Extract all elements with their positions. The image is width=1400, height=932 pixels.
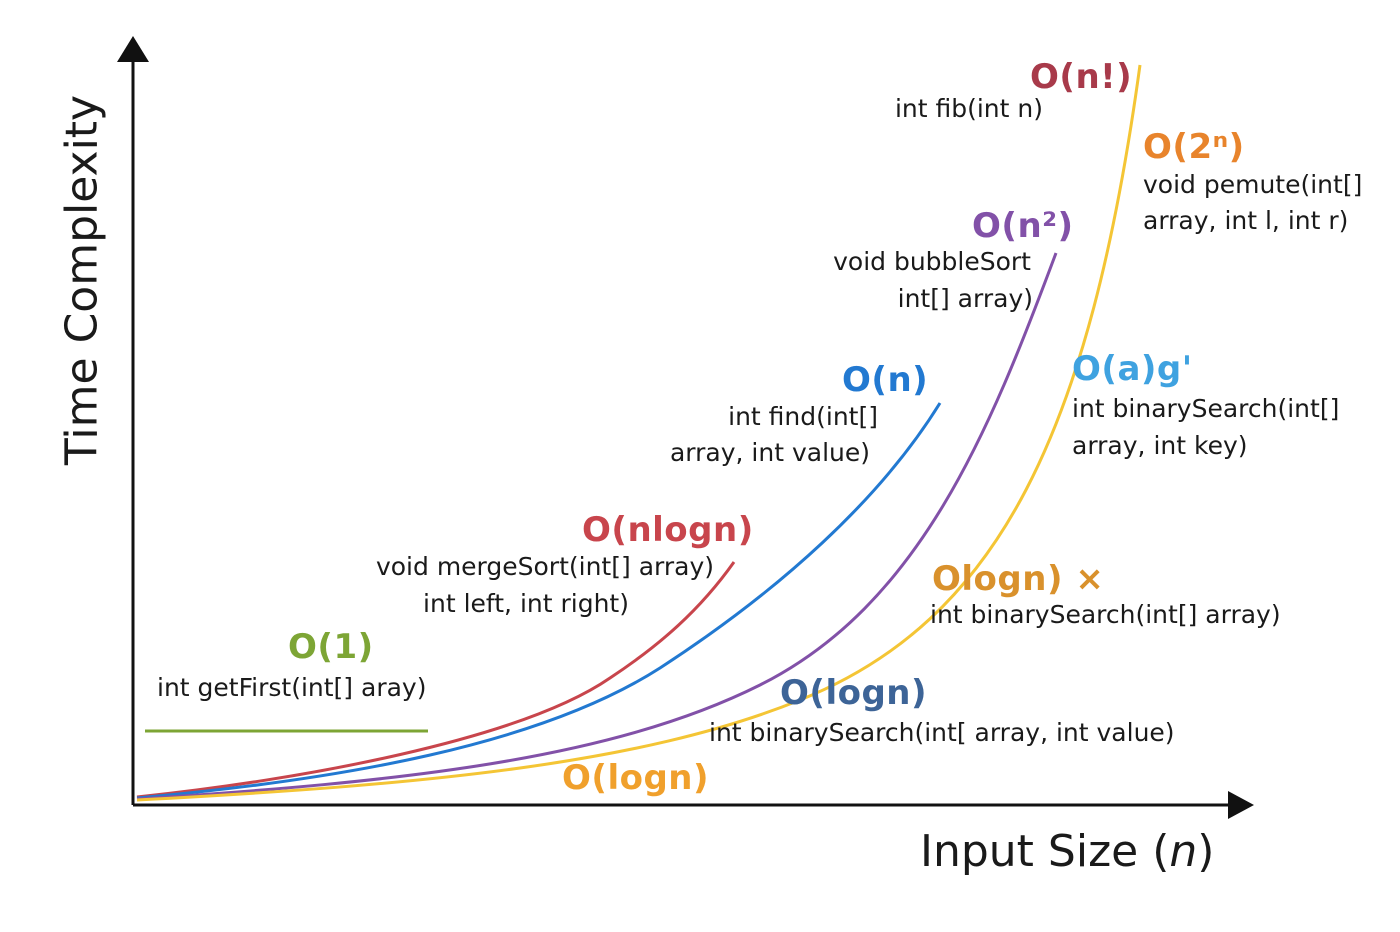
y-axis-arrow-icon [117, 36, 149, 62]
x-axis-title: Input Size (n) [920, 826, 1215, 877]
factorial-label: O(n!) [1030, 57, 1133, 97]
n-code-line2: array, int value) [669, 438, 870, 467]
n2-code-line1: void bubbleSort [833, 247, 1031, 276]
x-axis-arrow-icon [1228, 791, 1254, 819]
n2-label: O(n²) [972, 206, 1074, 246]
curve-nlogn [136, 561, 736, 799]
oag-code-line1: int binarySearch(int[] [1072, 394, 1340, 423]
pow2-label: O(2ⁿ) [1143, 127, 1245, 167]
logn-blue-code: int binarySearch(int[ array, int value) [709, 718, 1175, 747]
pow2-code-line2: array, int l, int r) [1143, 206, 1349, 235]
logn-blue-label: O(logn) [780, 673, 928, 713]
logn-orange-code: int binarySearch(int[] array) [930, 600, 1281, 629]
curve-n [136, 402, 942, 800]
curve-exponential [136, 64, 1142, 802]
y-axis-title: Time Complexity [56, 94, 108, 466]
n-label: O(n) [842, 360, 929, 400]
n-code-line1: int find(int[] [728, 402, 878, 431]
nlogn-code-line1: void mergeSort(int[] array) [375, 552, 714, 581]
logn-orange-label: Ologn) × [932, 559, 1105, 599]
logn-bottom-label: O(logn) [562, 758, 710, 798]
pow2-code-line1: void pemute(int[] [1143, 170, 1363, 199]
nlogn-label: O(nlogn) [582, 510, 754, 550]
curve-n2 [136, 252, 1058, 801]
n2-code-line2: int[] array) [897, 284, 1033, 313]
o1-code: int getFirst(int[] aray) [157, 673, 427, 702]
nlogn-code-line2: int left, int right) [423, 589, 629, 618]
factorial-code: int fib(int n) [894, 94, 1043, 123]
o1-label: O(1) [288, 627, 374, 667]
oag-code-line2: array, int key) [1072, 431, 1248, 460]
oag-label: O(a)g' [1072, 349, 1193, 389]
